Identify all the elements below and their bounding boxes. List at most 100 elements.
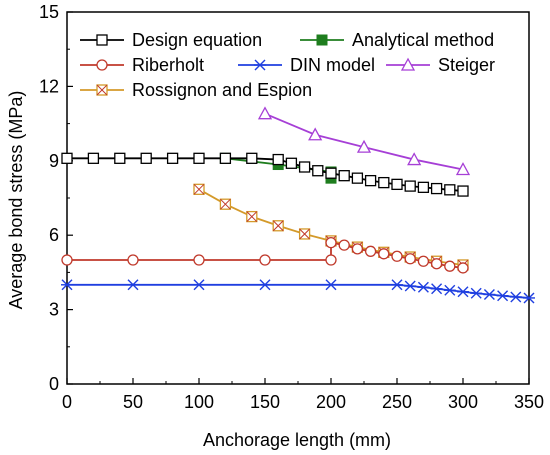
data-point xyxy=(417,181,430,193)
data-point xyxy=(61,254,73,266)
data-point xyxy=(257,106,273,120)
series-line xyxy=(67,241,464,269)
data-point xyxy=(496,290,509,302)
legend-label: Analytical method xyxy=(352,30,494,50)
y-tick-label: 15 xyxy=(39,2,59,22)
data-point xyxy=(483,288,496,300)
data-point xyxy=(391,178,403,191)
data-point xyxy=(351,243,364,255)
data-point xyxy=(61,279,73,291)
series-steiger xyxy=(257,106,471,176)
box-marker-cross xyxy=(193,183,205,195)
data-point xyxy=(316,34,328,46)
data-point xyxy=(246,210,258,223)
legend-label: Riberholt xyxy=(132,55,204,75)
data-point xyxy=(338,239,350,251)
legend-label: DIN model xyxy=(290,55,375,75)
data-point xyxy=(444,184,456,196)
data-point xyxy=(193,183,205,195)
data-point xyxy=(193,279,205,291)
series-layer xyxy=(61,106,535,304)
series-design-equation xyxy=(61,152,469,197)
data-point xyxy=(404,180,416,192)
data-point xyxy=(325,279,337,291)
data-point xyxy=(430,283,443,295)
data-point xyxy=(325,254,337,266)
data-point xyxy=(364,174,377,187)
data-point xyxy=(391,250,403,262)
data-point xyxy=(404,253,416,265)
y-tick-label: 12 xyxy=(39,76,59,96)
legend-item: Steiger xyxy=(386,55,495,75)
data-point xyxy=(417,255,430,267)
y-axis-label: Average bond stress (MPa) xyxy=(6,91,26,310)
data-point xyxy=(391,279,403,291)
y-tick-label: 6 xyxy=(49,225,59,245)
x-tick-label: 0 xyxy=(62,392,72,412)
data-point xyxy=(96,84,108,96)
data-point xyxy=(127,279,139,291)
x-tick-label: 200 xyxy=(316,392,346,412)
data-point xyxy=(509,291,522,303)
data-point xyxy=(523,292,535,304)
data-point xyxy=(127,254,139,266)
legend-item: Design equation xyxy=(80,30,262,50)
legend-item: Riberholt xyxy=(80,55,204,75)
data-point xyxy=(457,262,469,274)
x-axis-label: Anchorage length (mm) xyxy=(203,430,391,450)
data-point xyxy=(298,161,311,173)
data-point xyxy=(166,152,179,164)
legend-label: Steiger xyxy=(438,55,495,75)
data-point xyxy=(272,153,284,166)
data-point xyxy=(298,228,311,240)
data-point xyxy=(259,254,271,266)
data-point xyxy=(272,220,284,232)
data-point xyxy=(325,167,337,179)
data-point xyxy=(378,248,390,260)
data-point xyxy=(400,57,416,71)
data-point xyxy=(351,172,364,184)
box-marker-cross xyxy=(246,211,258,222)
x-tick-label: 50 xyxy=(123,392,143,412)
data-point xyxy=(430,182,443,195)
data-point xyxy=(338,170,350,182)
data-point xyxy=(364,245,377,257)
x-tick-label: 350 xyxy=(514,392,544,412)
data-point xyxy=(407,152,422,166)
data-point xyxy=(114,152,126,164)
data-point xyxy=(417,281,430,293)
data-point xyxy=(457,286,469,298)
series-din-model xyxy=(61,279,535,304)
data-point xyxy=(193,254,205,266)
data-point xyxy=(96,59,108,71)
box-marker-cross xyxy=(272,220,284,232)
data-point xyxy=(140,152,152,164)
legend: Design equation Analytical method Riberhol… xyxy=(80,30,495,100)
data-point xyxy=(61,152,73,164)
data-point xyxy=(457,185,469,197)
box-marker-cross xyxy=(299,228,310,240)
data-point xyxy=(219,198,232,210)
data-point xyxy=(444,260,456,272)
legend-item: Analytical method xyxy=(300,30,494,50)
data-point xyxy=(325,236,337,249)
data-point xyxy=(470,287,483,299)
x-tick-label: 100 xyxy=(184,392,214,412)
x-tick-label: 250 xyxy=(382,392,412,412)
data-point xyxy=(308,127,323,141)
data-point xyxy=(193,152,205,164)
data-point xyxy=(312,165,324,177)
data-point xyxy=(254,59,266,71)
y-tick-label: 3 xyxy=(49,300,59,320)
data-point xyxy=(404,280,417,292)
data-point xyxy=(443,284,456,296)
box-marker-cross xyxy=(220,198,231,210)
box-marker-cross xyxy=(96,84,108,96)
legend-item: DIN model xyxy=(238,55,375,75)
data-point xyxy=(246,152,258,164)
series-riberholt xyxy=(61,236,469,274)
y-tick-label: 9 xyxy=(49,151,59,171)
data-point xyxy=(96,34,108,46)
y-tick-label: 0 xyxy=(49,374,59,394)
